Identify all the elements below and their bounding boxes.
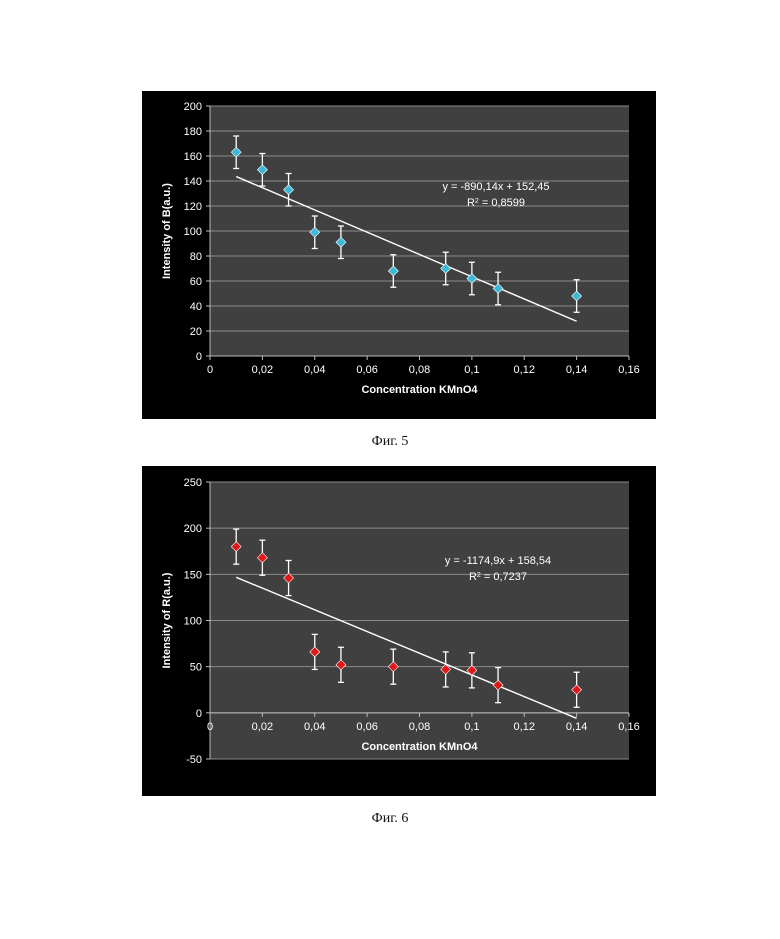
y-tick-label: 60 bbox=[190, 276, 202, 288]
y-tick-label: 100 bbox=[184, 226, 202, 238]
chart-r-intensity: -50 0 50 100 150 200 250 0 0,02 0,04 0,06 0,08 0,1 0,… bbox=[142, 466, 656, 796]
x-tick-label: 0,06 bbox=[356, 364, 377, 376]
y-tick-label: 0 bbox=[196, 351, 202, 363]
x-axis-title: Concentration KMnO4 bbox=[361, 384, 478, 396]
trendline-equation: y = -1174,9x + 158,54 bbox=[445, 555, 551, 567]
y-tick-label: 160 bbox=[184, 151, 202, 163]
y-tick-label: 120 bbox=[184, 201, 202, 213]
x-tick-label: 0,02 bbox=[252, 721, 273, 733]
y-tick-label: 250 bbox=[184, 477, 202, 489]
x-tick-label: 0,1 bbox=[464, 364, 479, 376]
x-tick-label: 0,12 bbox=[514, 364, 535, 376]
y-tick-label: 40 bbox=[190, 301, 202, 313]
y-tick-label: 100 bbox=[184, 616, 202, 628]
y-tick-label: 150 bbox=[184, 569, 202, 581]
x-axis-title: Concentration KMnO4 bbox=[361, 741, 478, 753]
chart-r-svg: -50 0 50 100 150 200 250 0 0,02 0,04 0,06 0,08 0,1 0,… bbox=[142, 466, 656, 796]
y-tick-label: 200 bbox=[184, 523, 202, 535]
y-tick-label: 50 bbox=[190, 662, 202, 674]
x-tick-label: 0,12 bbox=[514, 721, 535, 733]
y-axis-title: Intensity of B(a.u.) bbox=[161, 183, 173, 279]
y-tick-label: 200 bbox=[184, 101, 202, 113]
y-tick-label: 0 bbox=[196, 708, 202, 720]
x-tick-label: 0 bbox=[207, 364, 213, 376]
x-tick-label: 0,16 bbox=[618, 721, 639, 733]
chart-b-intensity: 0 20 40 60 80 100 120 140 160 180 200 0 0,02 0,04 0,06… bbox=[142, 91, 656, 419]
x-tick-label: 0,14 bbox=[566, 721, 587, 733]
x-tick-label: 0,08 bbox=[409, 364, 430, 376]
figure-caption-5: Фиг. 5 bbox=[0, 434, 780, 450]
x-tick-label: 0,14 bbox=[566, 364, 587, 376]
x-tick-label: 0,04 bbox=[304, 364, 325, 376]
x-tick-label: 0,1 bbox=[464, 721, 479, 733]
y-tick-label: -50 bbox=[186, 754, 202, 766]
y-tick-label: 180 bbox=[184, 126, 202, 138]
y-tick-label: 20 bbox=[190, 326, 202, 338]
chart-b-svg: 0 20 40 60 80 100 120 140 160 180 200 0 0,02 0,04 0,06… bbox=[142, 91, 656, 419]
y-tick-label: 80 bbox=[190, 251, 202, 263]
x-tick-label: 0,02 bbox=[252, 364, 273, 376]
x-tick-label: 0,16 bbox=[618, 364, 639, 376]
figure-caption-6: Фиг. 6 bbox=[0, 811, 780, 827]
trendline-equation: y = -890,14x + 152,45 bbox=[442, 181, 549, 193]
x-tick-label: 0,06 bbox=[356, 721, 377, 733]
x-tick-label: 0,08 bbox=[409, 721, 430, 733]
x-tick-label: 0,04 bbox=[304, 721, 325, 733]
x-tick-label: 0 bbox=[207, 721, 213, 733]
y-axis-title: Intensity of R(a.u.) bbox=[161, 572, 173, 668]
y-tick-label: 140 bbox=[184, 176, 202, 188]
